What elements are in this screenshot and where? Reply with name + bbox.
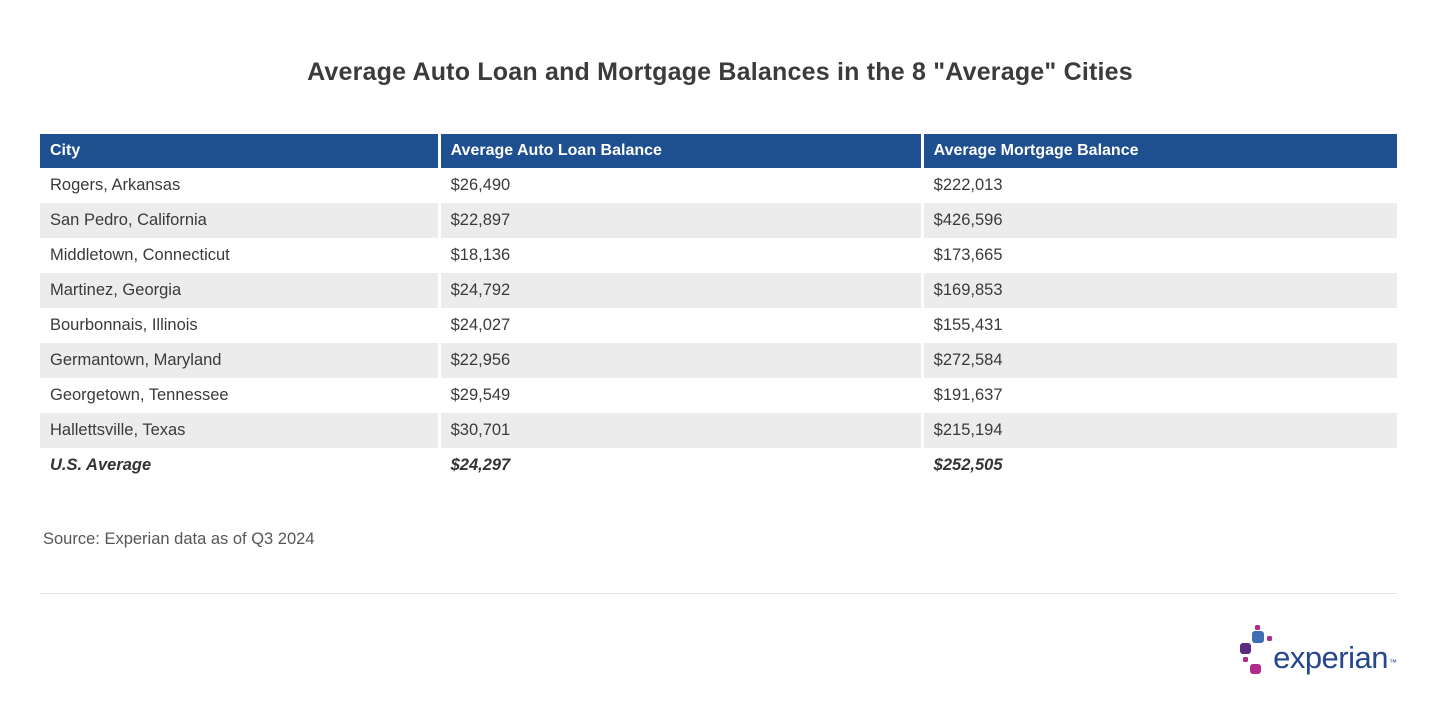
- mortgage-cell: $426,596: [920, 203, 1397, 238]
- source-note: Source: Experian data as of Q3 2024: [43, 530, 315, 548]
- table-row: Rogers, Arkansas $26,490 $222,013: [40, 168, 1397, 203]
- table-body: Rogers, Arkansas $26,490 $222,013 San Pedro…: [40, 168, 1397, 483]
- table-row: Georgetown, Tennessee $29,549 $191,637: [40, 378, 1397, 413]
- table-row: Middletown, Connecticut $18,136 $173,665: [40, 238, 1397, 273]
- trademark-symbol: ™: [1389, 658, 1397, 667]
- mortgage-cell: $173,665: [920, 238, 1397, 273]
- city-cell: Bourbonnais, Illinois: [50, 316, 198, 334]
- page-title: Average Auto Loan and Mortgage Balances …: [307, 58, 1133, 86]
- table-row-us-average: U.S. Average $24,297 $252,505: [40, 448, 1397, 483]
- mortgage-cell: $155,431: [920, 308, 1397, 343]
- city-cell: Rogers, Arkansas: [50, 176, 181, 194]
- column-header-city: City: [40, 134, 438, 168]
- city-cell: San Pedro, California: [40, 203, 438, 238]
- table-row: San Pedro, California $22,897 $426,596: [40, 203, 1397, 238]
- experian-logo-text: experian: [1273, 640, 1388, 675]
- experian-logo-icon: [1239, 624, 1273, 676]
- table-header-row: City Average Auto Loan Balance Average M…: [40, 134, 1397, 168]
- footer-divider: [40, 593, 1397, 594]
- city-cell: Germantown, Maryland: [40, 343, 438, 378]
- auto-loan-cell: $26,490: [437, 168, 921, 203]
- table-row: Hallettsville, Texas $30,701 $215,194: [40, 413, 1397, 448]
- logo-dot-magenta-top: [1255, 625, 1261, 630]
- auto-loan-cell: $24,297: [437, 448, 921, 483]
- auto-loan-cell: $30,701: [437, 413, 921, 448]
- mortgage-cell: $252,505: [920, 448, 1397, 483]
- balances-table-container: City Average Auto Loan Balance Average M…: [40, 134, 1397, 483]
- mortgage-cell: $215,194: [920, 413, 1397, 448]
- logo-dot-magenta-right: [1267, 636, 1273, 641]
- auto-loan-cell: $18,136: [437, 238, 921, 273]
- experian-logo: experian ™: [1239, 624, 1397, 676]
- mortgage-cell: $169,853: [920, 273, 1397, 308]
- balances-table: City Average Auto Loan Balance Average M…: [40, 134, 1397, 483]
- footer: experian ™: [0, 624, 1397, 676]
- mortgage-cell: $191,637: [920, 378, 1397, 413]
- city-cell: U.S. Average: [50, 456, 152, 474]
- auto-loan-cell: $22,897: [437, 203, 921, 238]
- city-cell: Middletown, Connecticut: [50, 246, 230, 264]
- auto-loan-cell: $22,956: [437, 343, 921, 378]
- city-cell: Hallettsville, Texas: [40, 413, 438, 448]
- auto-loan-cell: $24,027: [437, 308, 921, 343]
- table-row: Bourbonnais, Illinois $24,027 $155,431: [40, 308, 1397, 343]
- table-row: Germantown, Maryland $22,956 $272,584: [40, 343, 1397, 378]
- mortgage-cell: $272,584: [920, 343, 1397, 378]
- auto-loan-cell: $24,792: [437, 273, 921, 308]
- column-header-mortgage: Average Mortgage Balance: [920, 134, 1397, 168]
- logo-square-purple: [1240, 643, 1252, 654]
- table-row: Martinez, Georgia $24,792 $169,853: [40, 273, 1397, 308]
- logo-square-blue: [1252, 631, 1265, 643]
- logo-square-magenta: [1250, 664, 1262, 674]
- city-cell: Georgetown, Tennessee: [50, 386, 229, 404]
- column-header-auto-loan: Average Auto Loan Balance: [437, 134, 921, 168]
- auto-loan-cell: $29,549: [437, 378, 921, 413]
- city-cell: Martinez, Georgia: [40, 273, 438, 308]
- mortgage-cell: $222,013: [920, 168, 1397, 203]
- logo-dot-magenta-left: [1243, 657, 1249, 662]
